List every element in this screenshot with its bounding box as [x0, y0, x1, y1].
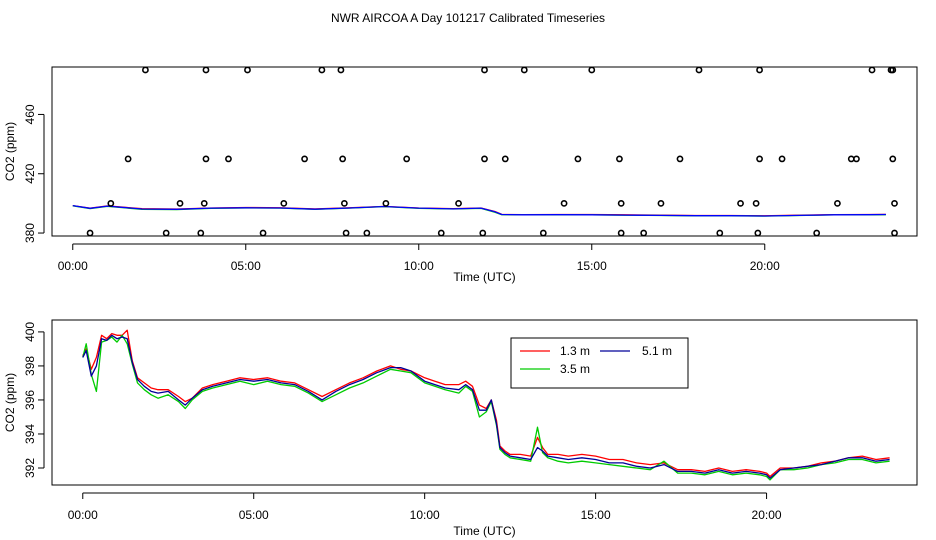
calibration-point — [481, 155, 488, 163]
x-tick-label: 15:00 — [577, 259, 607, 273]
calibration-point — [301, 155, 308, 163]
calibration-point — [382, 199, 390, 207]
calibration-point — [752, 199, 760, 207]
y-tick-label: 394 — [23, 424, 37, 444]
calibration-point — [363, 229, 371, 237]
panel-2: 00:00 05:00 10:00 15:00 20:00 Time (UTC) 392 39… — [3, 319, 918, 538]
series-line-5-1-m — [72, 204, 886, 217]
calibration-point — [754, 229, 762, 237]
calibration-point — [481, 66, 488, 74]
y-tick-label: 392 — [23, 458, 37, 478]
x-tick-label: 10:00 — [404, 259, 434, 273]
series-line-1-3-m — [72, 204, 886, 217]
calibration-point — [616, 155, 623, 163]
x-tick-label: 15:00 — [581, 508, 611, 522]
legend-box — [510, 337, 689, 389]
calibration-point — [202, 66, 210, 74]
calibration-point — [813, 229, 821, 237]
series-line-3-5-m — [82, 334, 890, 481]
calibration-point — [437, 229, 445, 237]
calibration-point — [339, 155, 347, 163]
chart-title: NWR AIRCOA A Day 101217 Calibrated Times… — [331, 11, 605, 25]
calibration-point — [162, 229, 170, 237]
plot-frame — [51, 319, 918, 486]
calibration-point — [539, 229, 547, 237]
y-tick-label: 380 — [23, 223, 37, 243]
calibration-point — [202, 155, 210, 163]
calibration-point — [676, 155, 684, 163]
calibration-point — [479, 229, 487, 237]
calibration-point — [200, 199, 208, 207]
panel-1: 00:00 05:00 10:00 15:00 20:00 Time (UTC) 380 42… — [3, 66, 918, 284]
calibration-point — [337, 66, 345, 74]
calibration-point — [617, 199, 625, 207]
x-tick-label: 00:00 — [68, 508, 98, 522]
calibration-point — [403, 155, 411, 163]
calibration-point — [318, 66, 326, 74]
calibration-point — [889, 155, 897, 163]
calibration-point — [640, 229, 648, 237]
calibration-point — [560, 199, 568, 207]
calibration-point — [657, 199, 665, 207]
legend-label: 5.1 m — [642, 344, 672, 358]
calibration-point — [142, 66, 149, 74]
legend-label: 1.3 m — [560, 344, 590, 358]
calibration-point — [520, 66, 528, 74]
calibration-point — [891, 229, 898, 237]
calibration-point — [244, 66, 251, 74]
calibration-point — [716, 229, 724, 237]
calibration-point — [107, 199, 115, 207]
calibration-point — [124, 155, 132, 163]
calibration-point — [342, 229, 350, 237]
calibration-point — [737, 199, 744, 207]
calibration-point — [756, 155, 763, 163]
calibration-point — [834, 199, 841, 207]
x-tick-label: 05:00 — [239, 508, 269, 522]
calibration-point — [756, 66, 763, 74]
x-tick-label: 05:00 — [231, 259, 261, 273]
x-tick-label: 00:00 — [58, 259, 88, 273]
calibration-point — [259, 229, 267, 237]
x-tick-label: 10:00 — [410, 508, 440, 522]
series-line-3-5-m — [72, 205, 886, 217]
series-line-5-1-m — [82, 334, 890, 479]
calibration-point — [868, 66, 876, 74]
calibration-point — [891, 199, 898, 207]
calibration-point — [889, 66, 897, 74]
calibration-point — [225, 155, 232, 163]
calibration-point — [280, 199, 288, 207]
x-tick-label: 20:00 — [752, 508, 782, 522]
calibration-point — [501, 155, 509, 163]
x-axis-label: Time (UTC) — [453, 270, 515, 284]
calibration-point — [340, 199, 348, 207]
y-tick-label: 398 — [23, 356, 37, 376]
series-line-1-3-m — [82, 329, 890, 478]
y-tick-label: 400 — [23, 322, 37, 342]
calibration-point — [574, 155, 582, 163]
x-tick-label: 20:00 — [750, 259, 780, 273]
calibration-point — [176, 199, 184, 207]
calibration-point — [588, 66, 596, 74]
x-axis-label: Time (UTC) — [453, 524, 515, 538]
calibration-point — [617, 229, 625, 237]
plot-frame — [51, 66, 918, 237]
calibration-point — [197, 229, 205, 237]
calibration-point — [695, 66, 703, 74]
y-tick-label: 396 — [23, 390, 37, 410]
y-axis-label: CO2 (ppm) — [3, 122, 17, 181]
calibration-point — [455, 199, 462, 207]
y-tick-label: 460 — [23, 104, 37, 124]
y-axis-label: CO2 (ppm) — [3, 373, 17, 432]
calibration-point — [86, 229, 94, 237]
legend-label: 3.5 m — [560, 362, 590, 376]
y-tick-label: 420 — [23, 163, 37, 183]
calibration-point — [853, 155, 860, 163]
legend: 1.3 m 3.5 m 5.1 m — [510, 337, 689, 389]
calibration-point — [778, 155, 786, 163]
